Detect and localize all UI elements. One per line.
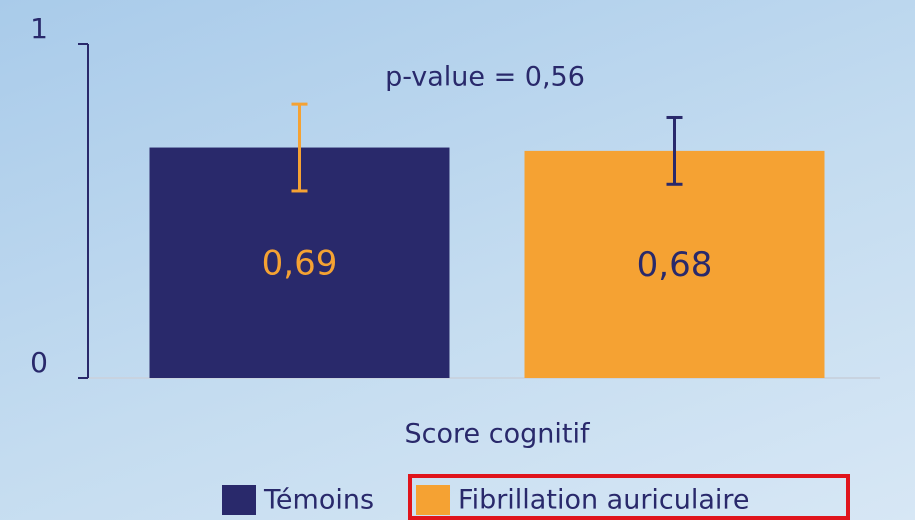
y-tick-label: 1: [30, 12, 48, 45]
y-tick-label: 0: [30, 346, 48, 379]
legend-label: Témoins: [263, 485, 374, 516]
value-label: 0,68: [637, 245, 713, 285]
x-tick-label: Score cognitif: [405, 419, 591, 450]
legend-swatch: [416, 485, 450, 515]
highlight-box: [408, 474, 850, 520]
error-bar: [291, 102, 308, 193]
legend-swatch: [222, 485, 256, 515]
bar: [524, 150, 825, 378]
legend-label: Fibrillation auriculaire: [458, 485, 750, 516]
annotation: p-value = 0,56: [385, 62, 585, 93]
error-bar: [666, 115, 683, 186]
value-label: 0,69: [262, 243, 338, 283]
